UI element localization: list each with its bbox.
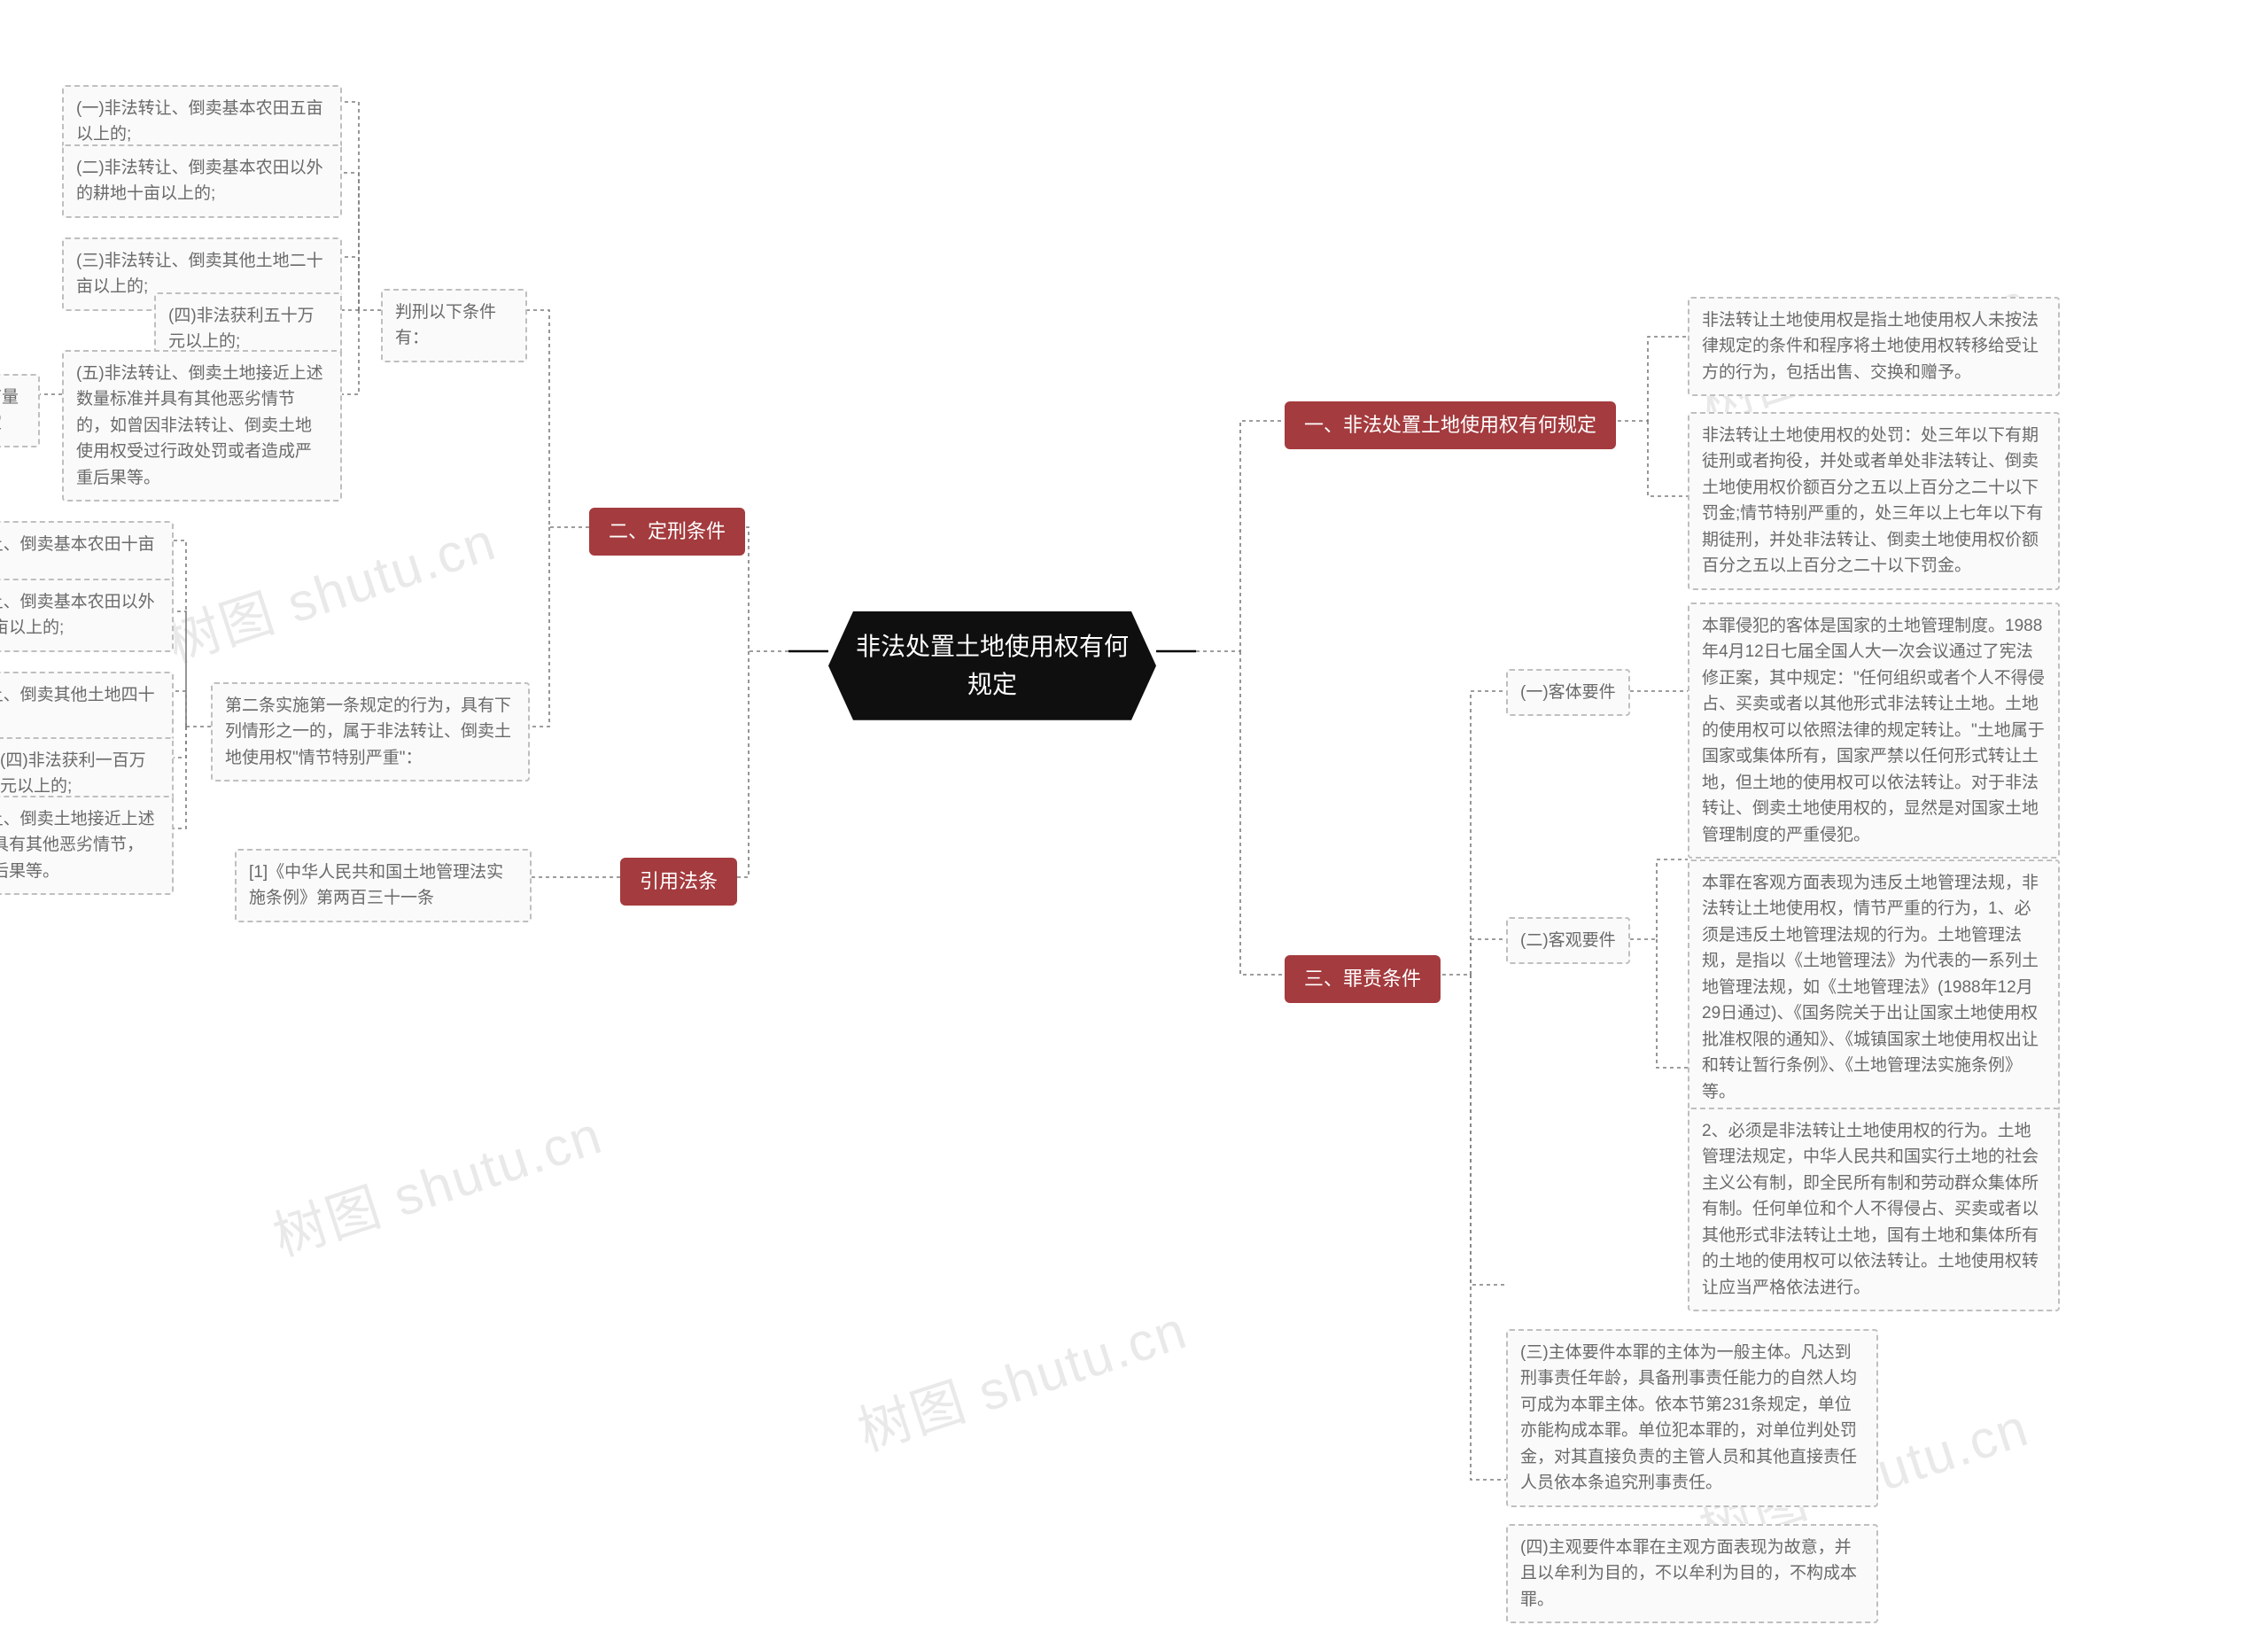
branch-r1: 一、非法处置土地使用权有何规定 [1285,401,1616,449]
branch-l2: 引用法条 [620,858,737,906]
mindmap-canvas: 树图 shutu.cn 树图 shutu.cn 树图 shutu.cn 树图 s… [0,0,2268,1633]
branch-l1: 二、定刑条件 [589,508,745,556]
center-text: 非法处置土地使用权有何规定 [855,627,1130,704]
sub-r2b: (二)客观要件 [1506,917,1630,964]
leaf-r2d: (四)主观要件本罪在主观方面表现为故意，并且以牟利为目的，不以牟利为目的，不构成… [1506,1524,1878,1623]
leaf-l1a5: (五)非法转让、倒卖土地接近上述数量标准并具有其他恶劣情节的，如曾因非法转让、倒… [62,350,342,502]
sub-l1a: 判刑以下条件有： [381,289,527,362]
leaf-l1b3: (三)非法转让、倒卖其他土地四十亩以上的; [0,672,174,745]
watermark: 树图 shutu.cn [847,1287,1196,1466]
leaf-r2a: 本罪侵犯的客体是国家的土地管理制度。1988年4月12日七届全国人大一次会议通过… [1688,603,2060,859]
leaf-r2c: (三)主体要件本罪的主体为一般主体。凡达到刑事责任年龄，具备刑事责任能力的自然人… [1506,1329,1878,1507]
center-node: 非法处置土地使用权有何规定 [828,611,1156,720]
leaf-r1a: 非法转让土地使用权是指土地使用权人未按法律规定的条件和程序将土地使用权转移给受让… [1688,297,2060,396]
leaf-r2b1: 本罪在客观方面表现为违反土地管理法规，非法转让土地使用权，情节严重的行为，1、必… [1688,859,2060,1116]
leaf-l1b2: (二)非法转让、倒卖基本农田以外的耕地二十亩以上的; [0,579,174,652]
sub-l1b: 第二条实施第一条规定的行为，具有下列情形之一的，属于非法转让、倒卖土地使用权"情… [211,682,530,782]
tag-l1a5: 情节量定 [0,374,40,447]
leaf-l1b5: (五)非法转让、倒卖土地接近上述数量标准并具有其他恶劣情节，如造成严重后果等。 [0,796,174,895]
watermark: 树图 shutu.cn [262,1093,611,1271]
leaf-r1b: 非法转让土地使用权的处罚：处三年以下有期徒刑或者拘役，并处或者单处非法转让、倒卖… [1688,412,2060,590]
leaf-l1a2: (二)非法转让、倒卖基本农田以外的耕地十亩以上的; [62,144,342,218]
branch-r2: 三、罪责条件 [1285,955,1441,1003]
sub-r2a: (一)客体要件 [1506,669,1630,716]
leaf-l2a: [1]《中华人民共和国土地管理法实施条例》第两百三十一条 [235,849,532,922]
watermark: 树图 shutu.cn [156,499,505,678]
leaf-r2b2: 2、必须是非法转让土地使用权的行为。土地管理法规定，中华人民共和国实行土地的社会… [1688,1108,2060,1311]
